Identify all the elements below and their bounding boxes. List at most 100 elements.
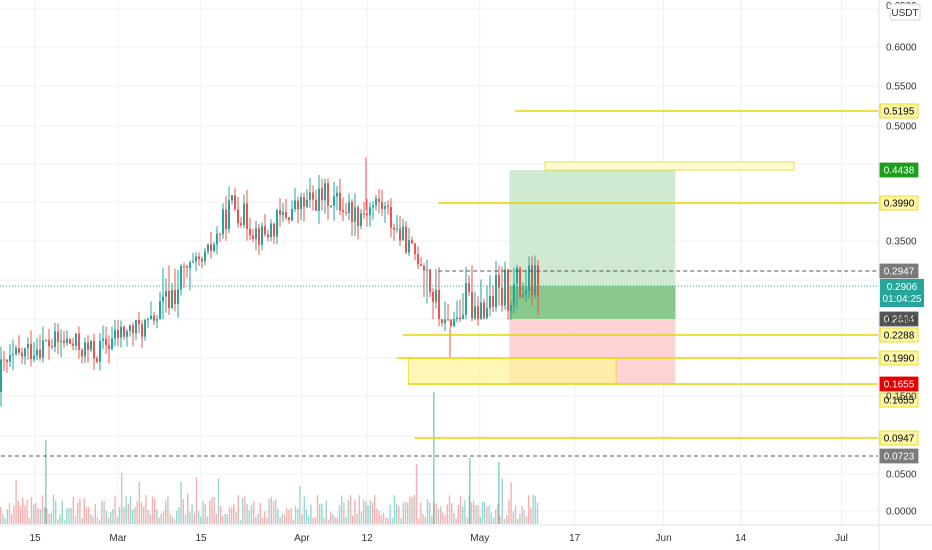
- volume-bar: [116, 516, 118, 524]
- x-axis-tick: 12: [362, 533, 374, 544]
- candle-body: [345, 212, 347, 214]
- candle-body: [45, 340, 47, 342]
- volume-bar: [334, 516, 336, 524]
- candle-body: [147, 319, 149, 321]
- x-axis-tick: Mar: [109, 533, 127, 544]
- volume-bar: [341, 495, 343, 524]
- volume-bar: [167, 496, 169, 524]
- volume-bar: [376, 508, 378, 524]
- currency-badge[interactable]: [889, 3, 921, 21]
- candle-body: [42, 340, 44, 358]
- volume-bar: [371, 502, 374, 524]
- volume-bar: [180, 481, 182, 524]
- volume-bar: [233, 503, 235, 524]
- candle-body: [57, 331, 59, 342]
- candle-body: [75, 333, 77, 346]
- candle-body: [285, 212, 287, 218]
- candle-body: [21, 352, 23, 357]
- volume-bar: [4, 517, 6, 524]
- volume-bar: [435, 503, 437, 524]
- candle-body: [126, 331, 128, 337]
- volume-bar: [209, 500, 211, 524]
- volume-bar: [523, 510, 525, 524]
- last-price-label: 0.2906: [887, 282, 918, 293]
- volume-bar: [149, 513, 151, 524]
- volume-bar: [301, 514, 303, 524]
- volume-bar: [72, 496, 74, 524]
- volume-bar: [158, 517, 160, 524]
- axis-price-label: 0.1655: [884, 396, 915, 407]
- volume-bar: [275, 499, 277, 524]
- candle-body: [513, 283, 515, 306]
- x-axis-tick: 15: [29, 533, 41, 544]
- candle-body: [336, 192, 338, 197]
- candle-body: [9, 354, 11, 362]
- zone-resistance[interactable]: [544, 161, 795, 171]
- volume-bar: [536, 502, 539, 524]
- volume-bar: [378, 510, 380, 524]
- volume-bar: [13, 505, 15, 524]
- volume-bar: [534, 496, 536, 524]
- currency-label: USDT: [891, 8, 918, 19]
- volume-bar: [453, 512, 455, 524]
- candle-body: [483, 302, 485, 318]
- x-axis-tick: Apr: [294, 533, 310, 544]
- volume-bar: [24, 505, 26, 524]
- candle-body: [165, 290, 167, 297]
- volume-bar: [118, 507, 121, 524]
- zone-support[interactable]: [408, 357, 617, 385]
- candle-body: [423, 265, 425, 271]
- volume-bar: [50, 512, 52, 524]
- volume-bar: [11, 513, 13, 524]
- volume-bar: [431, 515, 433, 524]
- volume-bar: [165, 500, 167, 524]
- candle-body: [480, 302, 482, 320]
- candle-body: [30, 343, 32, 360]
- candle-body: [393, 227, 395, 230]
- candle-body: [351, 202, 353, 222]
- volume-bar: [96, 517, 99, 524]
- volume-bar: [486, 506, 488, 524]
- candle-body: [267, 234, 269, 238]
- volume-bar: [512, 511, 514, 524]
- candle-body: [522, 294, 524, 297]
- axis-price-label-bg: [879, 195, 919, 211]
- candle-body: [309, 192, 311, 200]
- candle-body: [120, 326, 122, 338]
- volume-bar: [112, 508, 114, 524]
- volume-bar: [422, 514, 424, 524]
- volume-bar: [490, 512, 492, 524]
- volume-bar: [391, 517, 393, 524]
- volume-bar: [367, 505, 369, 524]
- last-price-label-bg: [880, 279, 924, 307]
- candle-body: [342, 210, 344, 213]
- volume-bar: [6, 509, 8, 524]
- candle-body: [312, 192, 314, 200]
- candle-body: [486, 308, 488, 318]
- volume-bar: [57, 519, 59, 524]
- volume-bar: [200, 516, 202, 524]
- volume-bar: [521, 505, 523, 524]
- candle-body: [516, 267, 518, 284]
- axis-price-label: 0.2624: [884, 315, 915, 326]
- candle-body: [288, 217, 290, 221]
- candle-body: [222, 209, 224, 235]
- volume-bar: [294, 505, 297, 524]
- volume-bar: [387, 518, 389, 524]
- volume-bar: [257, 513, 259, 524]
- candle-body: [132, 325, 134, 334]
- volume-bar: [327, 519, 330, 524]
- volume-bar: [286, 508, 288, 524]
- candle-body: [51, 346, 53, 348]
- candle-body: [90, 340, 92, 350]
- volume-bar: [114, 496, 116, 524]
- volume-bar: [74, 515, 77, 524]
- volume-bar: [169, 514, 171, 524]
- volume-bar: [105, 510, 107, 524]
- candle-body: [255, 228, 257, 239]
- candle-body: [54, 331, 56, 347]
- candle-body: [459, 317, 461, 320]
- candle-body: [60, 340, 62, 342]
- axis-price-label-bg: [879, 162, 919, 178]
